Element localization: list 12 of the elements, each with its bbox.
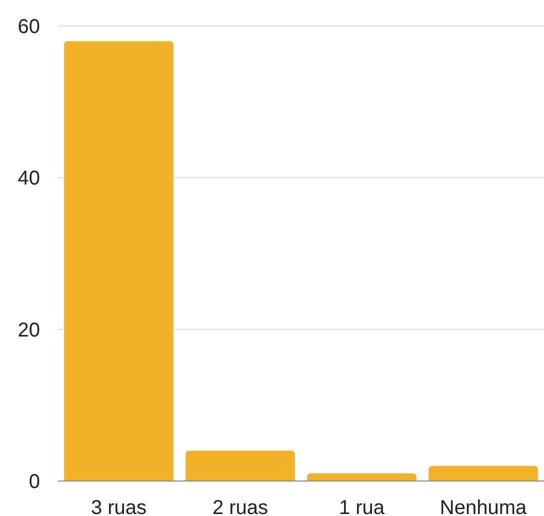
y-tick-label: 40 [18, 168, 40, 190]
bar [428, 466, 538, 481]
x-tick-label: Nenhuma [440, 497, 528, 516]
x-tick-label: 3 ruas [90, 497, 147, 516]
bar [64, 41, 174, 481]
y-tick-label: 20 [18, 319, 40, 342]
x-tick-label: 1 rua [338, 497, 386, 516]
bar [186, 450, 295, 481]
x-tick-label: 2 ruas [212, 497, 268, 516]
y-tick-label: 0 [28, 471, 40, 493]
y-tick-label: 60 [18, 16, 40, 38]
bar [307, 473, 416, 481]
